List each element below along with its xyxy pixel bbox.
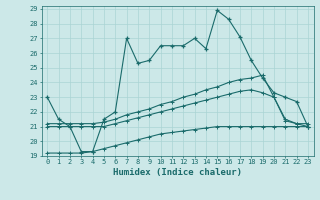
X-axis label: Humidex (Indice chaleur): Humidex (Indice chaleur) — [113, 168, 242, 177]
